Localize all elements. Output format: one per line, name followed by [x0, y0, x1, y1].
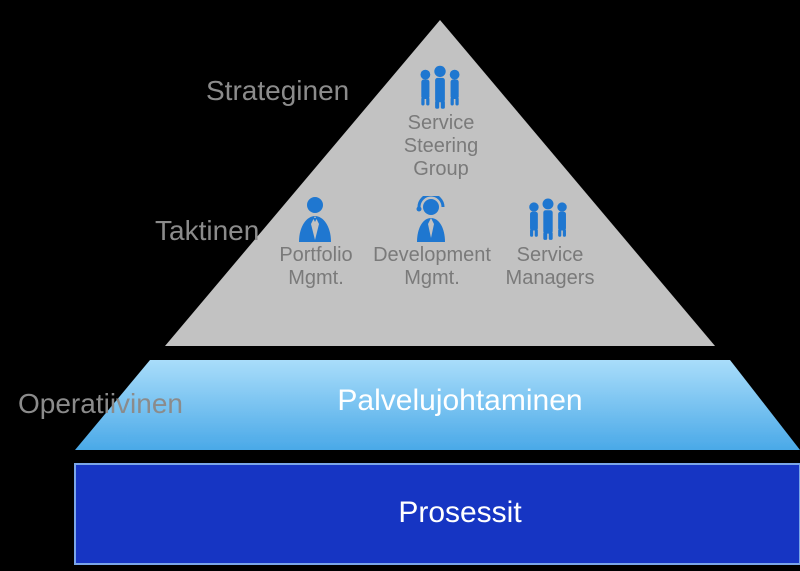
- middle-band-label: Palvelujohtaminen: [0, 384, 800, 418]
- role-steering-line1: Service: [408, 112, 475, 134]
- people-group-icon: [414, 62, 466, 110]
- role-development-label: Development Mgmt.: [372, 244, 492, 290]
- people-group-icon-2: [523, 195, 573, 241]
- role-steering-line3: Group: [413, 158, 469, 180]
- role-steering-label: Service Steering Group: [397, 112, 485, 181]
- role-development-line2: Mgmt.: [404, 267, 460, 289]
- role-portfolio-line2: Mgmt.: [288, 267, 344, 289]
- level-tactical-label: Taktinen: [155, 215, 259, 247]
- suited-person-icon: [295, 196, 335, 242]
- headset-person-icon: [411, 196, 451, 242]
- role-portfolio-line1: Portfolio: [279, 244, 352, 266]
- role-managers-label: Service Managers: [500, 244, 600, 290]
- role-portfolio-label: Portfolio Mgmt.: [270, 244, 362, 290]
- role-managers-line2: Managers: [506, 267, 595, 289]
- bottom-band-label: Prosessit: [0, 496, 800, 530]
- role-development-line1: Development: [373, 244, 491, 266]
- role-steering-line2: Steering: [404, 135, 479, 157]
- level-strategic-label: Strateginen: [206, 75, 349, 107]
- role-managers-line1: Service: [517, 244, 584, 266]
